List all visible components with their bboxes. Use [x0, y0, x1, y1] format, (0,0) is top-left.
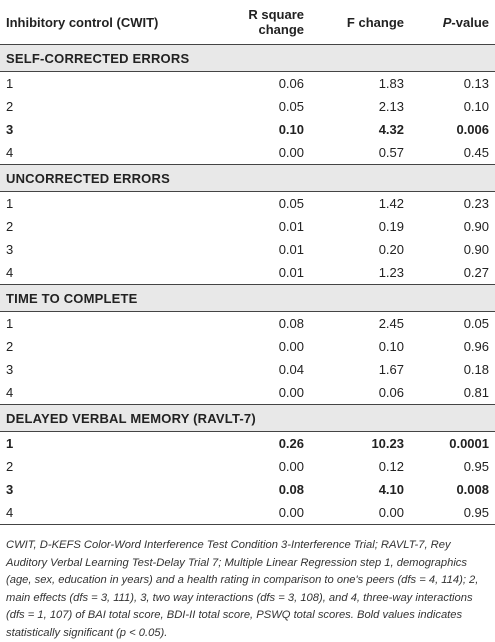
- r-square-cell: 0.00: [195, 501, 310, 525]
- section-header-row: TIME TO COMPLETE: [0, 284, 495, 312]
- table-row: 4 0.01 1.23 0.27: [0, 261, 495, 285]
- table-footnote: CWIT, D-KEFS Color-Word Interference Tes…: [6, 539, 479, 639]
- table-row: 4 0.00 0.06 0.81: [0, 381, 495, 405]
- section-header-row: UNCORRECTED ERRORS: [0, 164, 495, 192]
- table-row: 3 0.08 4.10 0.008: [0, 478, 495, 501]
- step-cell: 4: [6, 145, 14, 160]
- p-value-cell: 0.81: [463, 385, 489, 400]
- table-row: 1 0.05 1.42 0.23: [0, 192, 495, 216]
- header-p-value: P-value: [410, 0, 495, 45]
- r-square-cell: 0.26: [278, 436, 304, 451]
- f-change-cell: 0.57: [378, 145, 404, 160]
- step-cell: 3: [6, 242, 14, 257]
- section-header-row: SELF-CORRECTED ERRORS: [0, 44, 495, 72]
- r-square-cell: 0.04: [278, 362, 304, 377]
- results-table: Inhibitory control (CWIT) R square chang…: [0, 0, 495, 525]
- section-title: TIME TO COMPLETE: [0, 284, 495, 312]
- f-change-cell: 1.42: [378, 196, 404, 211]
- table-row: 3 0.10 4.32 0.006: [0, 118, 495, 141]
- f-change-cell: 0.10: [378, 339, 404, 354]
- header-r-square-change: R square change: [195, 0, 310, 45]
- header-f-change: F change: [310, 0, 410, 45]
- r-square-cell: 0.08: [278, 482, 304, 497]
- step-cell: 2: [6, 99, 14, 114]
- table-row: 1 0.26 10.23 0.0001: [0, 432, 495, 456]
- table-row: 4 0.00 0.57 0.45: [0, 141, 495, 165]
- table-row: 4 0.00 0.00 0.95: [0, 501, 495, 525]
- step-cell: 4: [0, 501, 195, 525]
- step-cell: 1: [6, 196, 14, 211]
- table-row: 2 0.01 0.19 0.90: [0, 215, 495, 238]
- table-body: SELF-CORRECTED ERRORS 1 0.06 1.83 0.13 2 0.05 2…: [0, 44, 495, 525]
- section-title: DELAYED VERBAL MEMORY (RAVLT-7): [0, 404, 495, 432]
- r-square-cell: 0.05: [278, 99, 304, 114]
- r-square-cell: 0.00: [278, 145, 304, 160]
- f-change-cell: 4.32: [378, 122, 404, 137]
- f-change-cell: 0.19: [378, 219, 404, 234]
- p-value-cell: 0.0001: [449, 436, 489, 451]
- step-cell: 3: [6, 482, 14, 497]
- r-square-cell: 0.01: [278, 265, 304, 280]
- r-square-cell: 0.00: [278, 385, 304, 400]
- table-row: 1 0.08 2.45 0.05: [0, 312, 495, 336]
- f-change-cell: 1.67: [378, 362, 404, 377]
- step-cell: 2: [6, 459, 14, 474]
- p-value-cell: 0.10: [463, 99, 489, 114]
- f-change-cell: 0.00: [310, 501, 410, 525]
- r-square-cell: 0.05: [278, 196, 304, 211]
- p-value-cell: 0.96: [463, 339, 489, 354]
- p-value-cell: 0.90: [463, 242, 489, 257]
- step-cell: 1: [6, 436, 14, 451]
- p-value-cell: 0.95: [463, 459, 489, 474]
- r-square-cell: 0.01: [278, 219, 304, 234]
- r-square-cell: 0.01: [278, 242, 304, 257]
- f-change-cell: 0.12: [378, 459, 404, 474]
- step-cell: 2: [6, 339, 14, 354]
- p-value-cell: 0.05: [463, 316, 489, 331]
- f-change-cell: 4.10: [378, 482, 404, 497]
- f-change-cell: 0.20: [378, 242, 404, 257]
- p-value-cell: 0.008: [456, 482, 489, 497]
- header-row: Inhibitory control (CWIT) R square chang…: [0, 0, 495, 45]
- table-row: 1 0.06 1.83 0.13: [0, 72, 495, 96]
- p-value-cell: 0.27: [463, 265, 489, 280]
- f-change-cell: 0.06: [378, 385, 404, 400]
- table-row: 3 0.01 0.20 0.90: [0, 238, 495, 261]
- f-change-cell: 1.23: [378, 265, 404, 280]
- f-change-cell: 2.45: [378, 316, 404, 331]
- r-square-cell: 0.00: [278, 339, 304, 354]
- section-title: SELF-CORRECTED ERRORS: [0, 44, 495, 72]
- r-square-cell: 0.00: [278, 459, 304, 474]
- r-square-cell: 0.08: [278, 316, 304, 331]
- f-change-cell: 10.23: [371, 436, 404, 451]
- step-cell: 1: [6, 76, 14, 91]
- p-value-cell: 0.95: [410, 501, 495, 525]
- table-row: 2 0.05 2.13 0.10: [0, 95, 495, 118]
- f-change-cell: 1.83: [378, 76, 404, 91]
- table-row: 3 0.04 1.67 0.18: [0, 358, 495, 381]
- header-cwit: Inhibitory control (CWIT): [0, 0, 195, 45]
- r-square-cell: 0.10: [278, 122, 304, 137]
- table-row: 2 0.00 0.12 0.95: [0, 455, 495, 478]
- r-square-cell: 0.06: [278, 76, 304, 91]
- step-cell: 1: [6, 316, 14, 331]
- header-p-prefix: P: [442, 14, 452, 30]
- header-p-suffix: -value: [451, 14, 489, 30]
- p-value-cell: 0.23: [463, 196, 489, 211]
- p-value-cell: 0.45: [463, 145, 489, 160]
- table-row: 2 0.00 0.10 0.96: [0, 335, 495, 358]
- step-cell: 3: [6, 362, 14, 377]
- step-cell: 4: [6, 265, 14, 280]
- p-value-cell: 0.13: [463, 76, 489, 91]
- section-header-row: DELAYED VERBAL MEMORY (RAVLT-7): [0, 404, 495, 432]
- step-cell: 3: [6, 122, 14, 137]
- p-value-cell: 0.90: [463, 219, 489, 234]
- step-cell: 4: [6, 385, 14, 400]
- p-value-cell: 0.006: [456, 122, 489, 137]
- section-title: UNCORRECTED ERRORS: [0, 164, 495, 192]
- step-cell: 2: [6, 219, 14, 234]
- f-change-cell: 2.13: [378, 99, 404, 114]
- p-value-cell: 0.18: [463, 362, 489, 377]
